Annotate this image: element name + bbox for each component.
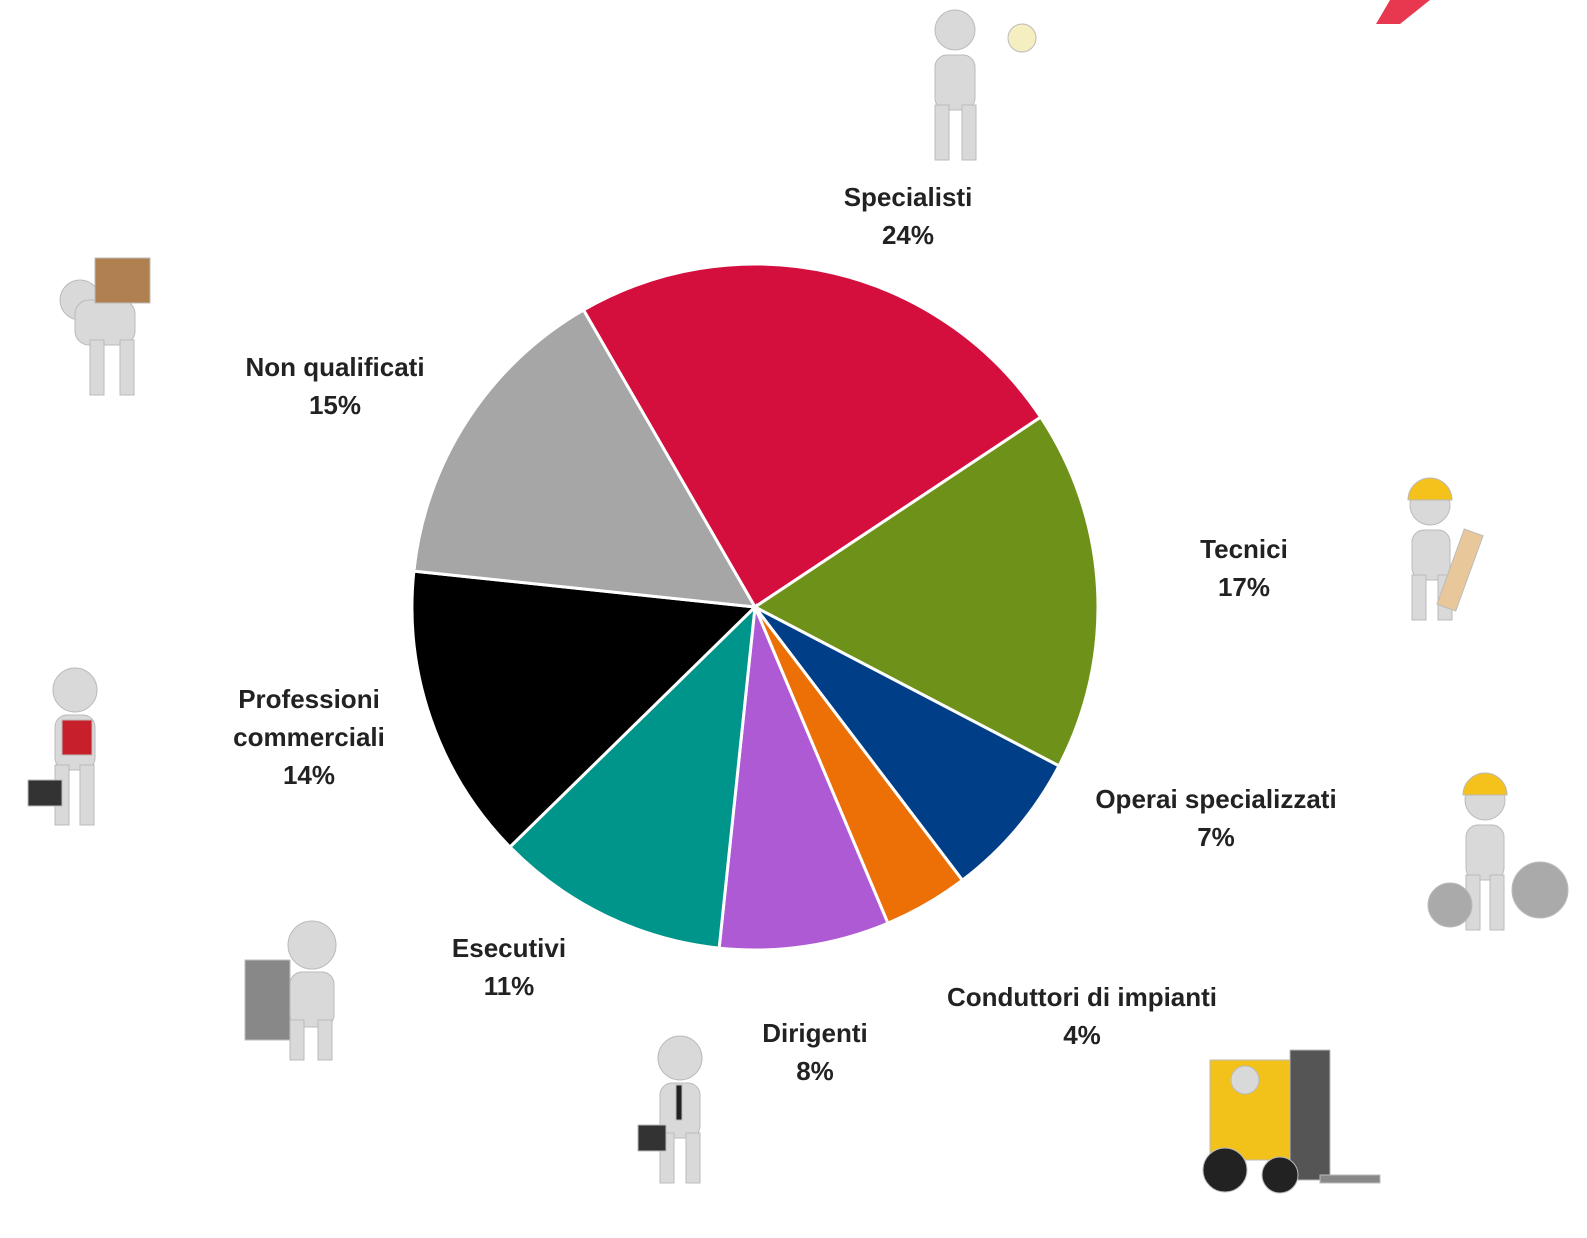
slice-label: Dirigenti 8% bbox=[762, 1014, 867, 1090]
slice-value: 11% bbox=[483, 971, 535, 1001]
icons bbox=[27, 9, 1569, 1194]
slice-label: Non qualificati 15% bbox=[245, 348, 424, 424]
pie-slice bbox=[581, 262, 1043, 610]
pie-slice bbox=[717, 606, 890, 952]
pie-slice bbox=[412, 307, 758, 609]
slice-name: Dirigenti bbox=[762, 1018, 868, 1048]
slice-label: Esecutivi 11% bbox=[452, 929, 566, 1005]
icon-manager bbox=[637, 1035, 703, 1184]
slice-name: Specialisti bbox=[843, 182, 973, 212]
slice-name: Professioni commerciali bbox=[233, 684, 385, 752]
slice-label: Professioni commerciali 14% bbox=[209, 680, 409, 794]
slice-value: 4% bbox=[1063, 1020, 1101, 1050]
slice-value: 8% bbox=[796, 1056, 834, 1086]
pie-slice bbox=[507, 603, 757, 950]
slice-name: Operai specializzati bbox=[1095, 784, 1337, 814]
slice-value: 7% bbox=[1197, 822, 1235, 852]
slice-name: Non qualificati bbox=[245, 352, 425, 382]
slice-name: Tecnici bbox=[1200, 534, 1288, 564]
pie-slice bbox=[753, 605, 1061, 883]
icon-seller bbox=[27, 667, 98, 826]
slice-value: 15% bbox=[308, 390, 362, 420]
slice-label: Conduttori di impianti 4% bbox=[947, 978, 1217, 1054]
slice-value: 24% bbox=[881, 220, 935, 250]
slice-value: 17% bbox=[1217, 572, 1271, 602]
icon-clerk bbox=[244, 920, 337, 1061]
icon-worker bbox=[1427, 772, 1569, 931]
pie-slice bbox=[752, 415, 1100, 768]
slice-value: 14% bbox=[282, 760, 336, 790]
icon-technician bbox=[1407, 477, 1484, 621]
pie-slice bbox=[410, 569, 759, 850]
slice-label: Operai specializzati 7% bbox=[1095, 780, 1336, 856]
icon-forklift bbox=[1202, 1049, 1381, 1194]
slice-label: Specialisti 24% bbox=[844, 178, 973, 254]
slice-name: Conduttori di impianti bbox=[946, 982, 1218, 1012]
icon-specialist bbox=[934, 9, 1037, 161]
slice-name: Esecutivi bbox=[451, 933, 567, 963]
icon-porter bbox=[59, 257, 151, 396]
slice-label: Tecnici 17% bbox=[1200, 530, 1288, 606]
corner-shape bbox=[1376, 0, 1430, 24]
